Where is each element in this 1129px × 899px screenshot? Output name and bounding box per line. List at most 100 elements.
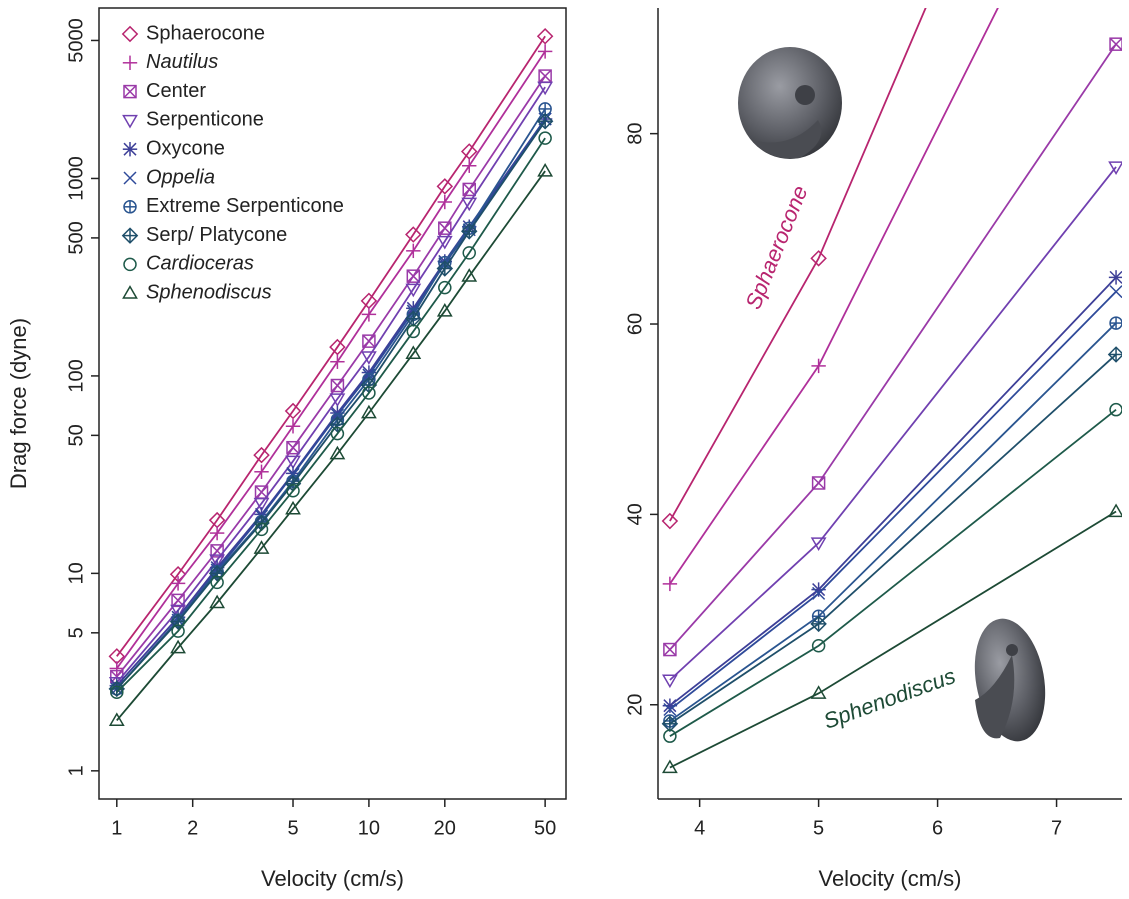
series-line bbox=[669, 276, 1117, 707]
legend-marker bbox=[121, 227, 139, 244]
x-tick-label: 5 bbox=[813, 817, 824, 839]
y-tick-label: 20 bbox=[624, 694, 646, 716]
legend-label: Cardioceras bbox=[146, 253, 254, 275]
y-tick-label: 50 bbox=[65, 424, 87, 446]
plots: 1 2 5 10 20 50 1 5 10 50 100 500 1000 5000 Velocity (c… bbox=[6, 7, 1122, 891]
marker-part bbox=[209, 594, 226, 609]
marker-part bbox=[436, 302, 453, 317]
legend-marker bbox=[122, 114, 138, 129]
data-point bbox=[209, 554, 226, 569]
marker-part bbox=[461, 197, 478, 212]
marker-part bbox=[171, 624, 185, 638]
data-point bbox=[110, 685, 124, 700]
marker-part bbox=[121, 25, 139, 43]
marker-part bbox=[438, 221, 452, 235]
y-tick-label: 1000 bbox=[65, 156, 87, 201]
marker-part bbox=[108, 712, 125, 726]
marker-part bbox=[330, 378, 344, 393]
marker-part bbox=[254, 485, 269, 499]
marker-part bbox=[361, 351, 377, 365]
data-point bbox=[438, 221, 452, 235]
marker-part bbox=[812, 586, 826, 600]
marker-part bbox=[663, 702, 677, 717]
data-point bbox=[811, 476, 826, 490]
data-point bbox=[811, 582, 826, 597]
data-point bbox=[1109, 285, 1122, 299]
data-point bbox=[461, 197, 478, 212]
data-point bbox=[209, 525, 225, 541]
marker-part bbox=[253, 446, 270, 464]
marker-part bbox=[362, 386, 376, 400]
marker-part bbox=[406, 269, 421, 283]
x-axis-label: Velocity (cm/s) bbox=[818, 866, 961, 891]
data-point bbox=[285, 419, 301, 434]
y-tick-label: 500 bbox=[65, 221, 87, 254]
data-point bbox=[254, 522, 269, 537]
y-tick-label: 80 bbox=[624, 123, 646, 145]
marker-part bbox=[285, 455, 301, 470]
y-tick-label: 60 bbox=[624, 313, 646, 335]
series bbox=[663, 316, 1122, 728]
marker-part bbox=[405, 283, 422, 298]
marker-part bbox=[462, 182, 476, 197]
series bbox=[108, 81, 554, 691]
series-line bbox=[669, 510, 1117, 769]
data-point bbox=[462, 158, 477, 173]
y-tick-label: 100 bbox=[65, 359, 87, 392]
marker-part bbox=[171, 593, 185, 607]
marker-part bbox=[1109, 270, 1122, 284]
data-point bbox=[810, 615, 827, 633]
marker-part bbox=[810, 685, 827, 699]
data-point bbox=[254, 485, 269, 499]
y-tick-label: 10 bbox=[65, 562, 87, 584]
y-axis-label: Drag force (dyne) bbox=[6, 318, 31, 489]
marker-part bbox=[253, 497, 270, 512]
data-point bbox=[210, 575, 224, 590]
marker-part bbox=[330, 426, 345, 441]
data-point bbox=[536, 28, 554, 45]
data-point bbox=[285, 500, 301, 515]
data-point bbox=[361, 307, 377, 322]
marker-part bbox=[661, 512, 679, 530]
data-point bbox=[329, 445, 346, 460]
x-tick-label: 4 bbox=[694, 817, 705, 839]
data-point bbox=[1109, 37, 1122, 51]
marker-part bbox=[811, 476, 826, 490]
data-point bbox=[284, 402, 302, 420]
data-point bbox=[361, 351, 377, 365]
marker-part bbox=[405, 345, 422, 359]
plot-frame bbox=[98, 7, 567, 800]
data-point bbox=[663, 642, 677, 657]
series bbox=[109, 44, 553, 676]
marker-part bbox=[461, 268, 478, 282]
x-axis-label: Velocity (cm/s) bbox=[261, 866, 404, 891]
data-point bbox=[538, 69, 552, 83]
series bbox=[663, 37, 1122, 657]
data-point bbox=[810, 250, 827, 267]
marker-part bbox=[122, 114, 138, 129]
legend-label: Center bbox=[146, 80, 206, 102]
legend-marker bbox=[123, 200, 137, 214]
data-point bbox=[661, 674, 678, 689]
legend-label: Oppelia bbox=[146, 166, 215, 188]
data-point bbox=[285, 455, 301, 470]
legend-label: Nautilus bbox=[146, 51, 218, 73]
x-tick-label: 1 bbox=[111, 817, 122, 839]
series bbox=[661, 8, 927, 530]
series-line bbox=[116, 137, 546, 693]
legend-marker bbox=[121, 25, 139, 43]
data-point bbox=[330, 426, 345, 441]
marker-part bbox=[406, 269, 420, 283]
data-point bbox=[169, 613, 187, 630]
legend-label: Serp/ Platycone bbox=[146, 224, 287, 246]
series bbox=[662, 270, 1122, 713]
data-point bbox=[436, 235, 453, 250]
legend-marker bbox=[122, 142, 138, 157]
marker-part bbox=[284, 402, 302, 420]
marker-part bbox=[329, 445, 346, 460]
x-tick-label: 20 bbox=[434, 817, 456, 839]
data-point bbox=[329, 338, 346, 356]
data-point bbox=[253, 497, 270, 512]
data-point bbox=[1108, 503, 1122, 518]
marker-part bbox=[1109, 402, 1122, 417]
